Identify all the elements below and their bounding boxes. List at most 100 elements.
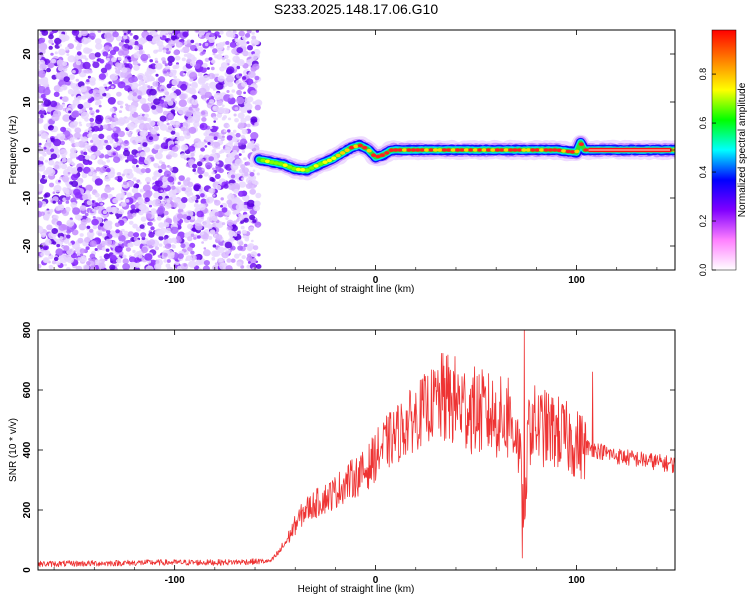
- noise-speckle: [65, 196, 70, 201]
- noise-speckle: [214, 199, 218, 203]
- noise-speckle: [164, 243, 172, 249]
- noise-speckle: [224, 241, 233, 249]
- noise-speckle: [145, 176, 152, 183]
- noise-speckle: [66, 234, 71, 239]
- snr-series: [38, 330, 675, 568]
- noise-speckle: [165, 32, 169, 36]
- noise-speckle: [147, 260, 151, 264]
- noise-speckle: [133, 35, 139, 40]
- noise-speckle: [241, 149, 246, 154]
- noise-speckle: [38, 210, 42, 218]
- noise-speckle: [134, 262, 141, 268]
- noise-speckle: [247, 45, 253, 51]
- noise-speckle: [95, 109, 100, 113]
- noise-speckle: [62, 197, 67, 202]
- noise-speckle: [173, 198, 179, 203]
- noise-speckle: [171, 135, 176, 139]
- noise-speckle: [138, 83, 141, 87]
- noise-speckle: [237, 245, 244, 251]
- noise-speckle: [187, 246, 193, 252]
- noise-speckle: [59, 149, 68, 157]
- noise-speckle: [139, 224, 145, 229]
- noise-speckle: [236, 47, 243, 54]
- noise-speckle: [94, 192, 100, 198]
- noise-speckle: [66, 267, 71, 270]
- noise-speckle: [145, 213, 152, 219]
- noise-speckle: [91, 133, 99, 140]
- noise-speckle: [221, 222, 226, 226]
- noise-speckle: [237, 216, 240, 220]
- noise-speckle: [202, 62, 208, 68]
- noise-speckle: [84, 142, 88, 145]
- noise-speckle: [57, 133, 66, 141]
- noise-speckle: [165, 154, 172, 160]
- ridge-core: [556, 148, 562, 153]
- noise-speckle: [59, 161, 63, 165]
- noise-speckle: [85, 217, 92, 223]
- noise-speckle: [226, 199, 233, 205]
- noise-speckle: [163, 252, 168, 257]
- noise-speckle: [223, 129, 227, 133]
- ridge-core: [331, 156, 337, 160]
- noise-speckle: [102, 197, 106, 201]
- ridge-core: [401, 148, 408, 152]
- noise-speckle: [132, 223, 138, 229]
- noise-speckle: [71, 180, 79, 187]
- noise-speckle: [240, 134, 246, 139]
- noise-speckle: [163, 237, 167, 240]
- noise-speckle: [203, 249, 211, 257]
- noise-speckle: [231, 48, 239, 55]
- noise-speckle: [60, 126, 67, 133]
- noise-speckle: [105, 248, 110, 252]
- noise-speckle: [38, 142, 42, 146]
- noise-speckle: [242, 167, 249, 174]
- noise-speckle: [63, 76, 70, 82]
- noise-speckle: [226, 90, 230, 93]
- noise-speckle: [214, 54, 219, 59]
- noise-speckle: [157, 206, 166, 213]
- noise-speckle: [70, 156, 73, 160]
- noise-speckle: [87, 160, 93, 165]
- noise-speckle: [84, 237, 91, 243]
- noise-speckle: [185, 258, 188, 262]
- noise-speckle: [111, 187, 115, 191]
- noise-speckle: [197, 235, 201, 239]
- noise-speckle: [211, 171, 215, 175]
- noise-speckle: [145, 265, 154, 270]
- noise-speckle: [129, 261, 137, 268]
- noise-speckle: [192, 56, 197, 62]
- noise-speckle: [209, 210, 217, 218]
- colorbar-tick-label: 0.8: [698, 68, 708, 81]
- noise-speckle: [75, 247, 80, 252]
- noise-speckle: [112, 31, 119, 38]
- noise-speckle: [38, 184, 43, 191]
- noise-speckle: [162, 175, 169, 182]
- noise-speckle: [130, 82, 139, 90]
- noise-speckle: [166, 66, 171, 70]
- noise-speckle: [202, 265, 210, 270]
- noise-speckle: [117, 81, 126, 89]
- colorbar-label: Normalized spectral amplitude: [737, 82, 748, 217]
- noise-speckle: [157, 165, 162, 169]
- noise-speckle: [143, 146, 151, 153]
- noise-speckle: [50, 137, 55, 142]
- noise-speckle: [103, 223, 109, 229]
- noise-speckle: [161, 57, 166, 62]
- noise-speckle: [240, 265, 245, 269]
- ridge-core: [525, 148, 531, 152]
- noise-speckle: [60, 163, 68, 170]
- noise-speckle: [205, 162, 213, 169]
- noise-speckle: [230, 224, 238, 232]
- noise-speckle: [232, 220, 238, 225]
- noise-speckle: [173, 222, 178, 227]
- noise-speckle: [166, 122, 170, 126]
- noise-speckle: [69, 121, 78, 129]
- noise-speckle: [79, 205, 87, 211]
- ridge-core: [539, 148, 545, 152]
- ridge-core: [379, 153, 385, 157]
- noise-speckle: [243, 243, 248, 248]
- noise-speckle: [110, 73, 118, 81]
- noise-speckle: [114, 117, 119, 121]
- noise-speckle: [84, 155, 90, 160]
- noise-speckle: [38, 54, 42, 61]
